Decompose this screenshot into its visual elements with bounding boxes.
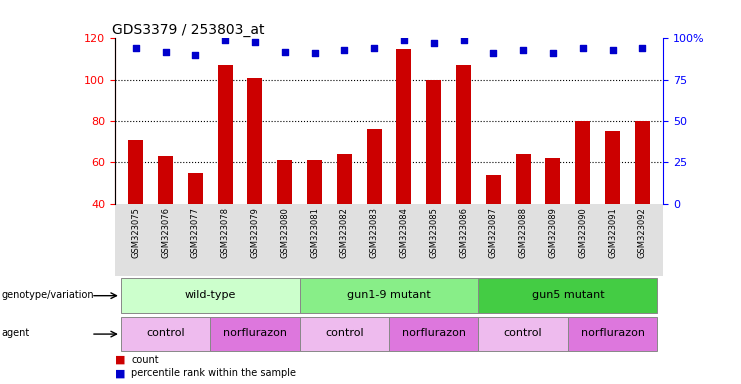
Text: GSM323081: GSM323081 — [310, 207, 319, 258]
Bar — [456, 65, 471, 204]
Point — [576, 45, 588, 51]
Bar — [479, 278, 657, 313]
Point — [279, 48, 290, 55]
Bar — [367, 129, 382, 204]
Text: GSM323091: GSM323091 — [608, 207, 617, 258]
Bar — [299, 278, 479, 313]
Bar — [307, 160, 322, 204]
Bar — [396, 49, 411, 204]
Bar — [568, 317, 657, 351]
Bar — [247, 78, 262, 204]
Bar — [188, 172, 203, 204]
Point — [398, 37, 410, 43]
Text: GSM323077: GSM323077 — [191, 207, 200, 258]
Text: GSM323087: GSM323087 — [489, 207, 498, 258]
Bar — [605, 131, 620, 204]
Point — [339, 47, 350, 53]
Bar — [516, 154, 531, 204]
Text: GSM323083: GSM323083 — [370, 207, 379, 258]
Bar — [128, 139, 143, 204]
Text: GSM323082: GSM323082 — [340, 207, 349, 258]
Point — [488, 50, 499, 56]
Point — [219, 37, 231, 43]
Bar — [426, 79, 441, 204]
Point — [190, 52, 202, 58]
Bar — [479, 317, 568, 351]
Text: GSM323092: GSM323092 — [638, 207, 647, 258]
Point — [308, 50, 320, 56]
Text: norflurazon: norflurazon — [223, 328, 287, 338]
Text: ■: ■ — [115, 355, 125, 365]
Text: gun1-9 mutant: gun1-9 mutant — [347, 290, 431, 300]
Bar — [486, 175, 501, 204]
Text: control: control — [504, 328, 542, 338]
Text: count: count — [131, 355, 159, 365]
Point — [607, 47, 619, 53]
Text: GSM323078: GSM323078 — [221, 207, 230, 258]
Text: GSM323086: GSM323086 — [459, 207, 468, 258]
Text: percentile rank within the sample: percentile rank within the sample — [131, 368, 296, 379]
Point — [458, 37, 470, 43]
Bar — [210, 317, 299, 351]
Bar — [299, 317, 389, 351]
Text: norflurazon: norflurazon — [580, 328, 645, 338]
Text: GSM323079: GSM323079 — [250, 207, 259, 258]
Text: GSM323076: GSM323076 — [161, 207, 170, 258]
Text: GDS3379 / 253803_at: GDS3379 / 253803_at — [112, 23, 265, 37]
Bar — [545, 158, 560, 204]
Point — [130, 45, 142, 51]
Text: GSM323085: GSM323085 — [429, 207, 438, 258]
Point — [517, 47, 529, 53]
Text: GSM323084: GSM323084 — [399, 207, 408, 258]
Bar — [635, 121, 650, 204]
Text: control: control — [325, 328, 364, 338]
Text: GSM323075: GSM323075 — [131, 207, 140, 258]
Point — [637, 45, 648, 51]
Point — [547, 50, 559, 56]
Point — [368, 45, 380, 51]
Text: GSM323089: GSM323089 — [548, 207, 557, 258]
Text: ■: ■ — [115, 368, 125, 379]
Bar — [158, 156, 173, 204]
Text: GSM323088: GSM323088 — [519, 207, 528, 258]
Point — [428, 40, 439, 46]
Bar — [277, 160, 292, 204]
Text: gun5 mutant: gun5 mutant — [531, 290, 604, 300]
Point — [159, 48, 171, 55]
Bar — [575, 121, 590, 204]
Text: control: control — [146, 328, 185, 338]
Bar — [121, 278, 299, 313]
Text: genotype/variation: genotype/variation — [1, 290, 94, 300]
Text: agent: agent — [1, 328, 30, 338]
Bar — [337, 154, 352, 204]
Text: GSM323080: GSM323080 — [280, 207, 289, 258]
Point — [249, 39, 261, 45]
Text: wild-type: wild-type — [185, 290, 236, 300]
Bar — [218, 65, 233, 204]
Bar — [389, 317, 479, 351]
Text: GSM323090: GSM323090 — [578, 207, 587, 258]
Text: norflurazon: norflurazon — [402, 328, 466, 338]
Bar — [121, 317, 210, 351]
